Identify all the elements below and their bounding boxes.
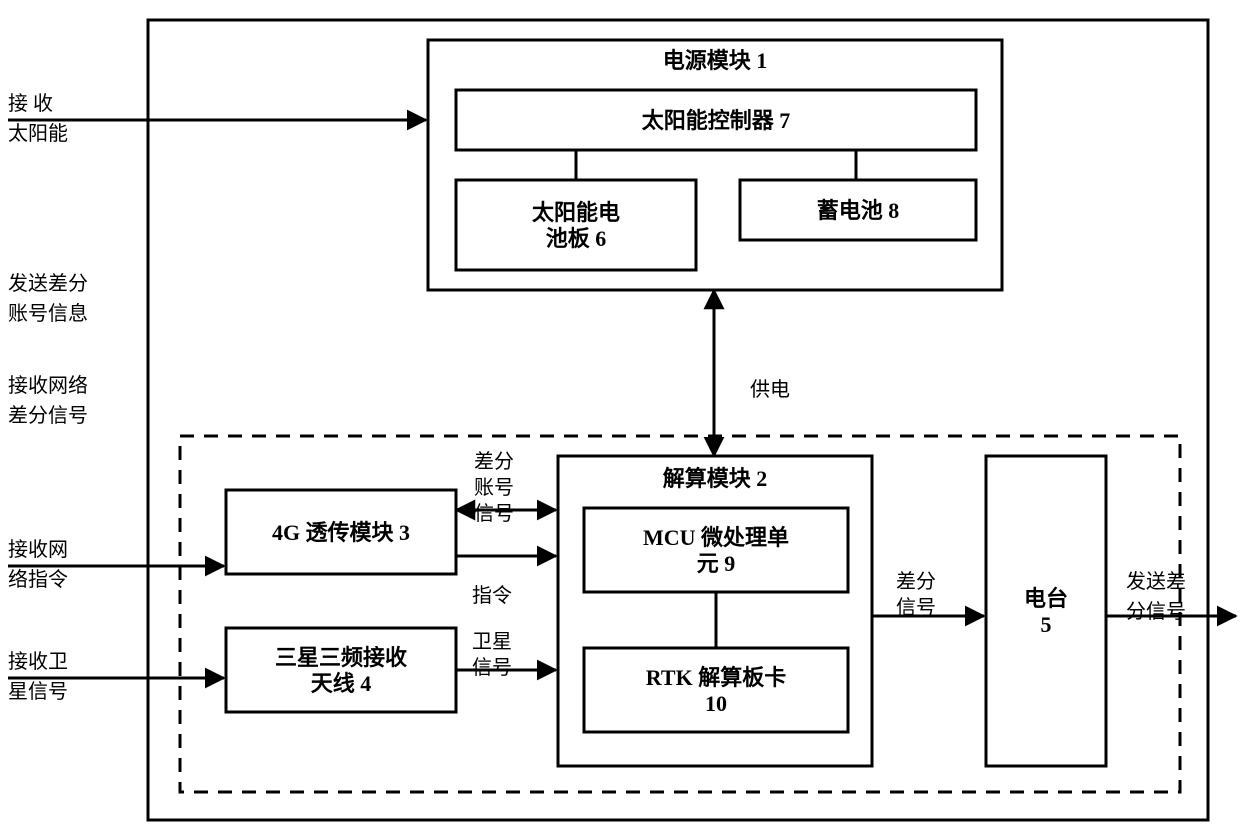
svg-text:元 9: 元 9 bbox=[697, 551, 736, 576]
svg-text:太阳能电: 太阳能电 bbox=[532, 200, 620, 225]
box-solar_controller: 太阳能控制器 7 bbox=[456, 90, 976, 150]
outer-frame bbox=[148, 20, 1208, 820]
svg-text:太阳能: 太阳能 bbox=[8, 122, 68, 145]
svg-text:差分: 差分 bbox=[474, 450, 514, 473]
io-send_diff_signal: 发送差分信号 bbox=[1126, 570, 1186, 623]
box-power_module: 电源模块 1 bbox=[428, 40, 1002, 290]
svg-text:卫星: 卫星 bbox=[472, 631, 512, 653]
box-battery: 蓄电池 8 bbox=[740, 180, 976, 240]
svg-text:解算模块 2: 解算模块 2 bbox=[663, 466, 768, 491]
svg-text:接收卫: 接收卫 bbox=[8, 650, 68, 673]
io-receive_net_diff: 接收网络差分信号 bbox=[8, 374, 88, 427]
svg-text:账号: 账号 bbox=[474, 476, 514, 499]
box-radio: 电台5 bbox=[986, 456, 1106, 766]
svg-text:星信号: 星信号 bbox=[8, 680, 68, 703]
edge-label-command: 指令 bbox=[472, 584, 512, 607]
box-module_4g: 4G 透传模块 3 bbox=[226, 490, 456, 574]
svg-text:络指令: 络指令 bbox=[8, 568, 68, 591]
edge-label-power_supply: 供电 bbox=[750, 378, 790, 401]
svg-text:指令: 指令 bbox=[472, 584, 512, 607]
svg-text:账号信息: 账号信息 bbox=[8, 302, 88, 325]
svg-text:差分: 差分 bbox=[896, 570, 936, 593]
box-mcu: MCU 微处理单元 9 bbox=[584, 508, 848, 592]
svg-text:天线 4: 天线 4 bbox=[311, 671, 372, 696]
svg-text:5: 5 bbox=[1041, 612, 1052, 637]
box-solar_panel: 太阳能电池板 6 bbox=[456, 180, 696, 270]
svg-text:4G 透传模块 3: 4G 透传模块 3 bbox=[272, 520, 410, 545]
svg-text:发送差分: 发送差分 bbox=[8, 272, 88, 295]
svg-text:池板 6: 池板 6 bbox=[546, 226, 607, 251]
box-antenna: 三星三频接收天线 4 bbox=[226, 628, 456, 712]
svg-text:三星三频接收: 三星三频接收 bbox=[275, 645, 407, 670]
svg-text:10: 10 bbox=[705, 691, 727, 716]
svg-text:MCU 微处理单: MCU 微处理单 bbox=[643, 525, 789, 550]
svg-text:信号: 信号 bbox=[472, 656, 512, 679]
svg-text:接收网络: 接收网络 bbox=[8, 374, 88, 397]
box-rtk: RTK 解算板卡10 bbox=[584, 648, 848, 732]
svg-text:发送差: 发送差 bbox=[1126, 570, 1186, 593]
svg-text:供电: 供电 bbox=[750, 378, 790, 401]
svg-text:接 收: 接 收 bbox=[8, 92, 53, 115]
svg-text:信号: 信号 bbox=[896, 596, 936, 619]
svg-text:RTK 解算板卡: RTK 解算板卡 bbox=[646, 665, 786, 690]
svg-text:信号: 信号 bbox=[474, 502, 514, 525]
svg-text:分信号: 分信号 bbox=[1126, 600, 1186, 623]
svg-text:接收网: 接收网 bbox=[8, 538, 68, 561]
svg-text:太阳能控制器 7: 太阳能控制器 7 bbox=[642, 108, 791, 133]
io-send_diff_account: 发送差分账号信息 bbox=[8, 272, 88, 325]
edge-label-sat_signal: 卫星信号 bbox=[472, 631, 512, 679]
svg-text:电源模块 1: 电源模块 1 bbox=[663, 48, 768, 73]
svg-text:电台: 电台 bbox=[1024, 586, 1068, 611]
edge-label-diff_account: 差分账号信号 bbox=[474, 450, 514, 525]
edge-label-diff_signal: 差分信号 bbox=[896, 570, 936, 619]
svg-text:蓄电池 8: 蓄电池 8 bbox=[817, 198, 900, 223]
svg-text:差分信号: 差分信号 bbox=[8, 404, 88, 427]
